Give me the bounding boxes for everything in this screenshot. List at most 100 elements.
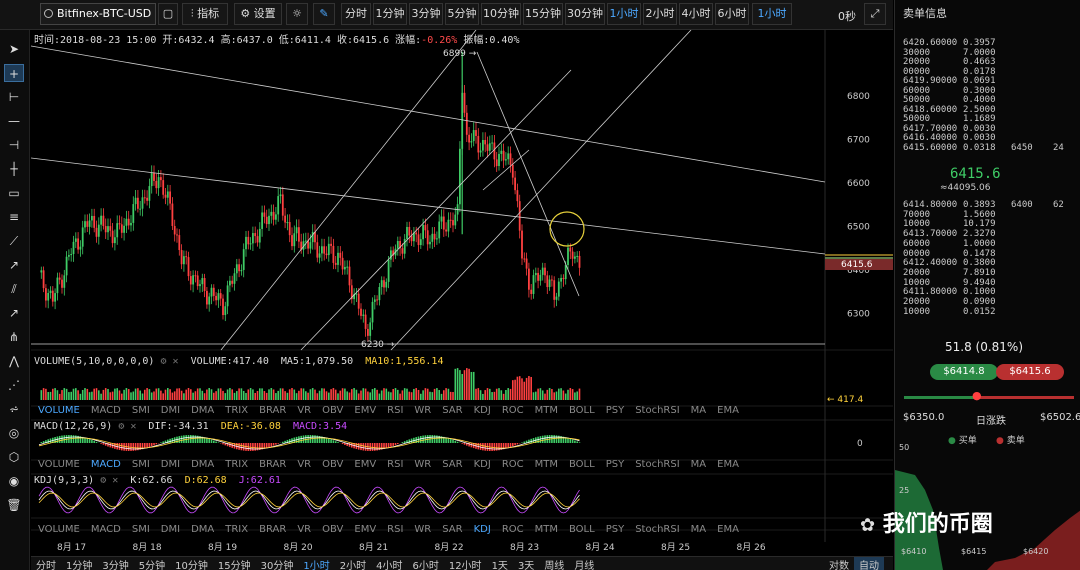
indicator-tab-sar[interactable]: SAR — [442, 459, 463, 470]
spiral-icon[interactable]: ◎ — [8, 426, 20, 440]
indicator-tab-dmi[interactable]: DMI — [160, 524, 181, 535]
indicator-tab-macd[interactable]: MACD — [90, 459, 121, 470]
period-6小时[interactable]: 6小时 — [412, 561, 439, 570]
indicator-tab-smi[interactable]: SMI — [131, 405, 150, 416]
indicator-tab-rsi[interactable]: RSI — [387, 524, 404, 535]
indicator-tab-trix[interactable]: TRIX — [225, 459, 249, 470]
indicator-tab-kdj[interactable]: KDJ — [473, 405, 491, 416]
timeframe-5[interactable]: 15分钟 — [523, 3, 563, 25]
indicator-tab-ema[interactable]: EMA — [717, 405, 739, 416]
period-4小时[interactable]: 4小时 — [376, 561, 403, 570]
indicator-tab-wr[interactable]: WR — [414, 459, 432, 470]
indicator-tab-boll[interactable]: BOLL — [569, 459, 595, 470]
crosshair-icon[interactable]: + — [4, 64, 24, 82]
draw-pen-icon[interactable]: ✎ — [313, 3, 335, 25]
bid-row[interactable]: 6413.70000 2.3270 — [903, 229, 996, 240]
indicator-tab-emv[interactable]: EMV — [354, 459, 377, 470]
indicator-tab-boll[interactable]: BOLL — [569, 405, 595, 416]
ray-icon[interactable]: ⊣ — [8, 138, 20, 152]
indicator-tab-psy[interactable]: PSY — [605, 405, 625, 416]
indicator-tab-ema[interactable]: EMA — [717, 459, 739, 470]
indicator-tab-vr[interactable]: VR — [297, 459, 312, 470]
bid-pill[interactable]: $6414.8 — [930, 364, 998, 380]
indicator-tab-ema[interactable]: EMA — [717, 524, 739, 535]
period-周线[interactable]: 周线 — [544, 561, 565, 570]
period-月线[interactable]: 月线 — [574, 561, 595, 570]
indicator-tab-mtm[interactable]: MTM — [534, 405, 558, 416]
indicator-tab-volume[interactable]: VOLUME — [38, 524, 80, 535]
log-toggle[interactable]: 对数 — [829, 561, 849, 570]
period-1天[interactable]: 1天 — [491, 561, 508, 570]
indicators-button[interactable]: ⫶ 指标 — [182, 3, 228, 25]
ask-row[interactable]: 20000 0.4663 — [903, 57, 996, 67]
timeframe-7[interactable]: 1小时 — [607, 3, 641, 25]
indicator-tab-boll[interactable]: BOLL — [569, 524, 595, 535]
pitchfork-icon[interactable]: ⋔ — [8, 330, 20, 344]
timeframe-9[interactable]: 4小时 — [679, 3, 713, 25]
gann-icon[interactable]: ⋀ — [9, 354, 19, 368]
price-chart[interactable]: 6800 6700 6600 6500 6400 6300 6899 → 6230 → 6415… — [31, 30, 893, 556]
ask-row[interactable]: 6420.60000 0.3957 — [903, 38, 996, 48]
timeframe-8[interactable]: 2小时 — [643, 3, 677, 25]
indicator-tab-sar[interactable]: SAR — [442, 405, 463, 416]
indicator-tab-mtm[interactable]: MTM — [534, 524, 558, 535]
bid-row[interactable]: 6412.40000 0.3800 — [903, 258, 996, 269]
indicator-tab-psy[interactable]: PSY — [605, 524, 625, 535]
indicator-tab-vr[interactable]: VR — [297, 524, 312, 535]
indicator-tab-roc[interactable]: ROC — [501, 405, 524, 416]
price-line-icon[interactable]: ▭ — [8, 186, 20, 200]
vline-icon[interactable]: ┼ — [10, 162, 18, 176]
cursor-icon[interactable]: ➤ — [8, 42, 20, 56]
indicator-tab-dmi[interactable]: DMI — [160, 459, 181, 470]
arrow-line-icon[interactable]: ↗ — [8, 258, 20, 272]
expand-icon[interactable]: ⤢ — [864, 3, 886, 25]
parallel-icon[interactable]: ≡ — [8, 210, 20, 224]
indicator-tab-dma[interactable]: DMA — [191, 459, 215, 470]
indicator-tab-volume[interactable]: VOLUME — [38, 459, 80, 470]
period-3分钟[interactable]: 3分钟 — [102, 561, 129, 570]
timeframe-4[interactable]: 10分钟 — [481, 3, 521, 25]
timeframe-6[interactable]: 30分钟 — [565, 3, 605, 25]
trend-line-icon[interactable]: ⟋ — [9, 234, 19, 248]
indicator-tab-stochrsi[interactable]: StochRSI — [635, 524, 680, 535]
indicator-tab-obv[interactable]: OBV — [322, 524, 344, 535]
bid-row[interactable]: 70000 1.5600 — [903, 209, 996, 220]
indicator-tab-roc[interactable]: ROC — [501, 524, 524, 535]
ask-row[interactable]: 6418.60000 2.5000 — [903, 104, 996, 115]
theme-icon[interactable]: ☼ — [286, 3, 308, 25]
indicator-tab-rsi[interactable]: RSI — [387, 405, 404, 416]
indicator-tab-brar[interactable]: BRAR — [259, 405, 287, 416]
indicator-tab-kdj[interactable]: KDJ — [473, 524, 491, 535]
segment-icon[interactable]: ⊢ — [8, 90, 20, 104]
indicator-tab-wr[interactable]: WR — [414, 405, 432, 416]
indicator-tab-emv[interactable]: EMV — [354, 405, 377, 416]
indicator-tab-sar[interactable]: SAR — [442, 524, 463, 535]
bid-row[interactable]: 10000 0.0152 — [903, 306, 996, 317]
indicator-tab-obv[interactable]: OBV — [322, 405, 344, 416]
ask-pill[interactable]: $6415.6 — [996, 364, 1064, 380]
indicator-tab-dma[interactable]: DMA — [191, 524, 215, 535]
indicator-tab-kdj[interactable]: KDJ — [473, 459, 491, 470]
period-15分钟[interactable]: 15分钟 — [217, 561, 251, 570]
indicator-tab-vr[interactable]: VR — [297, 405, 312, 416]
indicator-tab-rsi[interactable]: RSI — [387, 459, 404, 470]
indicator-tab-volume[interactable]: VOLUME — [38, 405, 80, 416]
indicator-tab-emv[interactable]: EMV — [354, 524, 377, 535]
timeframe-dropdown[interactable]: 1小时 ▾ — [752, 3, 792, 40]
ask-row[interactable]: 6419.90000 0.0691 — [903, 76, 996, 86]
period-5分钟[interactable]: 5分钟 — [138, 561, 166, 570]
fib-icon[interactable]: ⩫ — [8, 402, 20, 416]
indicator-tab-mtm[interactable]: MTM — [534, 459, 558, 470]
indicator-tab-dmi[interactable]: DMI — [160, 405, 181, 416]
indicator-tab-obv[interactable]: OBV — [322, 459, 344, 470]
ask-row[interactable]: 30000 7.0000 — [903, 47, 996, 58]
period-1小时[interactable]: 1小时 — [303, 561, 330, 570]
indicator-tab-brar[interactable]: BRAR — [259, 524, 287, 535]
bid-row[interactable]: 10000 9.4940 — [903, 277, 996, 288]
period-2小时[interactable]: 2小时 — [339, 561, 367, 570]
indicator-tab-brar[interactable]: BRAR — [259, 459, 287, 470]
period-12小时[interactable]: 12小时 — [448, 561, 482, 570]
bid-row[interactable]: 00000 0.1478 — [903, 248, 996, 259]
indicator-tab-ma[interactable]: MA — [690, 405, 707, 416]
period-30分钟[interactable]: 30分钟 — [260, 561, 294, 570]
